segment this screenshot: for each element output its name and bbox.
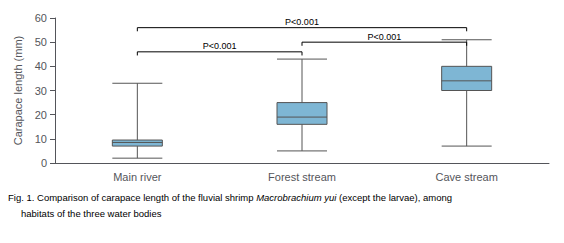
svg-text:50: 50 bbox=[35, 36, 47, 48]
svg-text:Carapace length (mm): Carapace length (mm) bbox=[12, 36, 24, 145]
svg-text:P<0.001: P<0.001 bbox=[285, 17, 319, 27]
svg-text:40: 40 bbox=[35, 60, 47, 72]
svg-text:(except the larvae), among: (except the larvae), among bbox=[336, 192, 452, 203]
svg-text:Main river: Main river bbox=[113, 171, 162, 183]
svg-text:Cave stream: Cave stream bbox=[435, 171, 497, 183]
svg-text:Fig. 1. Comparison of carapace: Fig. 1. Comparison of carapace length of… bbox=[8, 192, 256, 203]
svg-text:60: 60 bbox=[35, 12, 47, 24]
svg-text:20: 20 bbox=[35, 109, 47, 121]
svg-text:0: 0 bbox=[41, 157, 47, 169]
svg-text:P<0.001: P<0.001 bbox=[367, 32, 401, 42]
svg-text:habitats of the three water bo: habitats of the three water bodies bbox=[21, 208, 162, 219]
svg-text:30: 30 bbox=[35, 85, 47, 97]
svg-text:Forest stream: Forest stream bbox=[268, 171, 336, 183]
svg-text:10: 10 bbox=[35, 133, 47, 145]
svg-text:P<0.001: P<0.001 bbox=[203, 41, 237, 51]
svg-text:Macrobrachium yui: Macrobrachium yui bbox=[256, 192, 337, 203]
